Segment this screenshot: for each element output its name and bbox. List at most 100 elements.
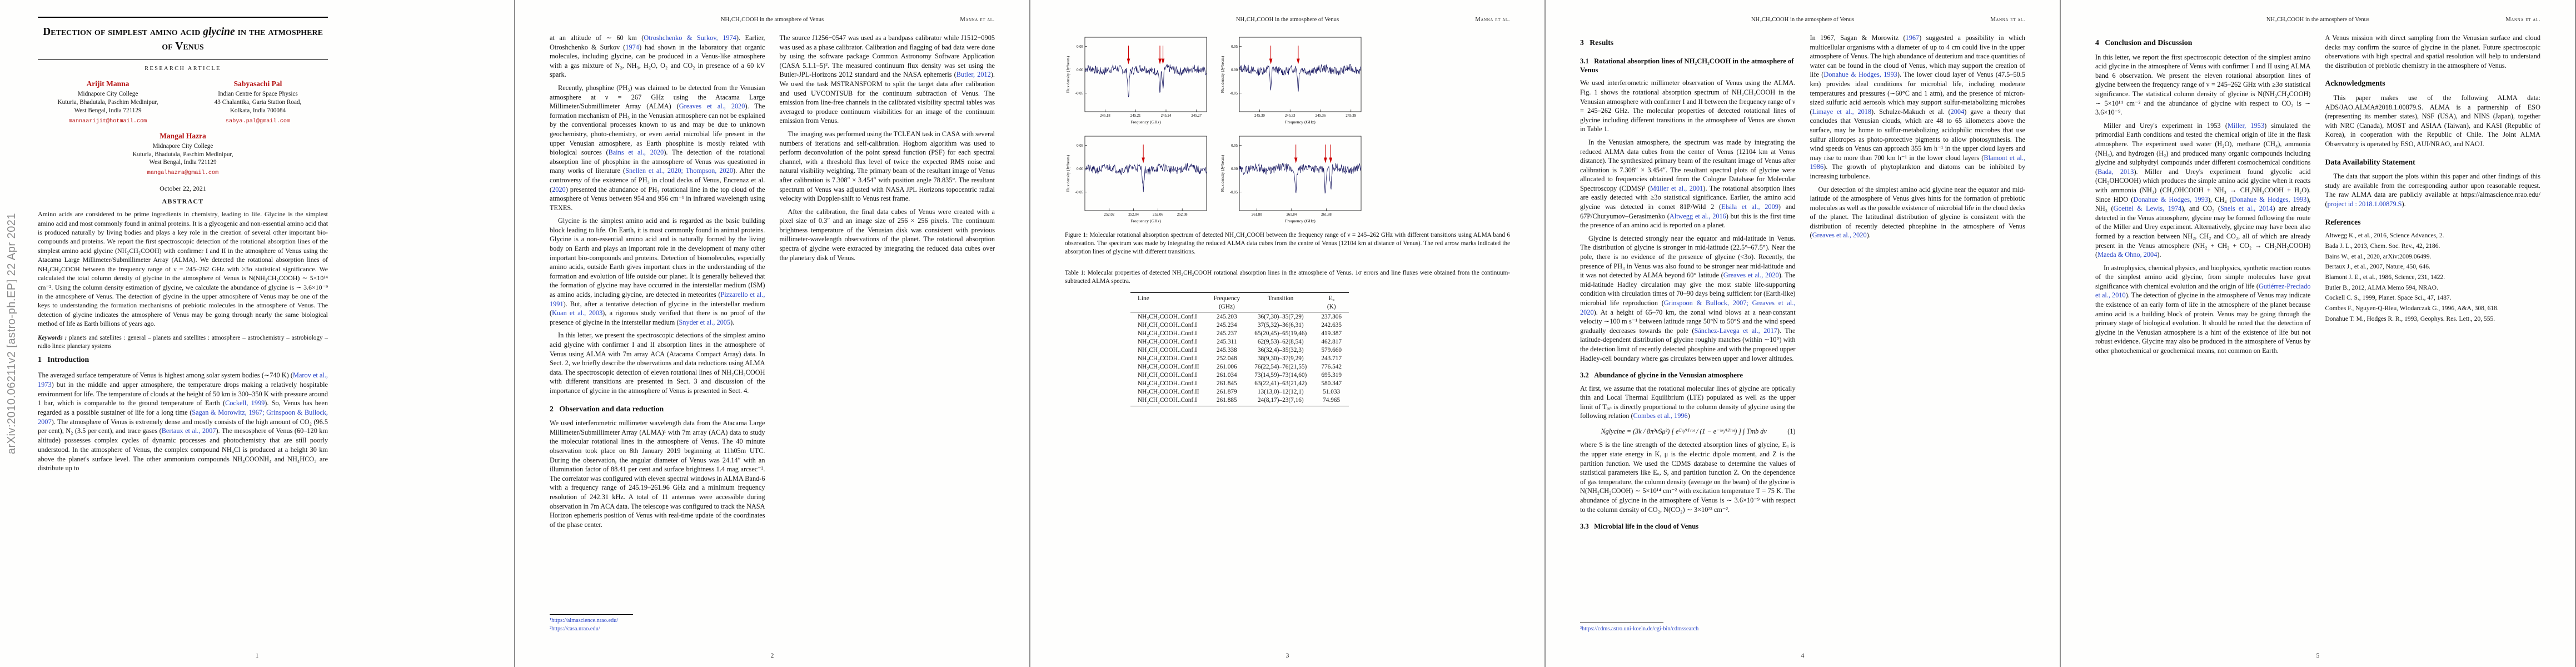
left-column: at an altitude of ∼ 60 km (Otroshchenko … xyxy=(550,33,765,634)
section-heading-introduction: 1 Introduction xyxy=(38,355,89,364)
cell-energy: 74.965 xyxy=(1314,396,1349,406)
footnote-link-cdms[interactable]: ³https://cdms.astro.uni-koeln.de/cgi-bin… xyxy=(1580,626,1699,633)
running-title: NH₂CH₂COOH in the atmosphere of Venus xyxy=(2266,17,2370,23)
table-row: NH₂CH₂COOH..Conf.I 245.234 37(5,32)–36(6,3… xyxy=(1130,321,1349,329)
author-affiliation: Midnapore City College xyxy=(77,91,138,98)
page-number: 2 xyxy=(770,653,774,659)
reference-entry: Blamont J. E., et al., 1986, Science, 23… xyxy=(2325,273,2445,281)
svg-text:252.04: 252.04 xyxy=(1128,213,1139,217)
cell-frequency: 245.203 xyxy=(1216,313,1237,320)
column-header: Line xyxy=(1130,292,1207,303)
cell-transition: 62(9,53)–62(8,54) xyxy=(1257,338,1304,345)
running-author: Manna et al. xyxy=(960,17,995,23)
title-text-post: in the atmosphere of Venus xyxy=(162,26,323,52)
svg-text:261.80: 261.80 xyxy=(1252,213,1262,217)
cell-transition: 76(22,54)–76(21,55) xyxy=(1254,363,1307,370)
table-1-header: Line Frequency Transition Eᵤ (GHz) (K) xyxy=(1130,292,1349,313)
svg-text:0.00: 0.00 xyxy=(1077,68,1083,72)
two-column-body: 4 Conclusion and Discussion In this lett… xyxy=(2095,33,2540,634)
cell-transition: 63(22,41)–63(21,42) xyxy=(1254,380,1307,387)
cell-frequency: 261.006 xyxy=(1216,363,1237,370)
title-page-content: Detection of simplest amino acid glycine… xyxy=(38,17,328,473)
svg-text:245.24: 245.24 xyxy=(1161,114,1172,118)
cell-line: NH₂CH₂COOH..Conf.II xyxy=(1138,363,1199,370)
page-number: 3 xyxy=(1285,653,1289,659)
cell-energy: 462.817 xyxy=(1321,338,1342,345)
table-row: NH₂CH₂COOH..Conf.II 261.879 13(13,0)–12(12… xyxy=(1130,387,1349,396)
cell-frequency: 261.885 xyxy=(1206,396,1248,406)
cell-energy: 579.660 xyxy=(1321,346,1342,354)
author-affiliation: West Bengal, India 721129 xyxy=(74,107,142,115)
cell-line: NH₂CH₂COOH..Conf.I xyxy=(1138,371,1197,379)
svg-text:245.33: 245.33 xyxy=(1285,114,1296,118)
svg-text:0.05: 0.05 xyxy=(1077,45,1083,49)
footnote-link-alma[interactable]: ¹https://almascience.nrao.edu/ xyxy=(550,618,619,624)
footnote-link-casa[interactable]: ²https://casa.nrao.edu/ xyxy=(550,626,600,633)
cell-transition: 65(20,45)–65(19,46) xyxy=(1254,330,1307,337)
svg-text:-0.05: -0.05 xyxy=(1075,191,1084,195)
paragraph: at an altitude of ∼ 60 km (Otroshchenko … xyxy=(550,34,765,79)
svg-text:-0.05: -0.05 xyxy=(1230,92,1238,96)
section-heading-data-availability: Data Availability Statement xyxy=(2325,157,2415,166)
svg-text:Flux density (Jy/beam): Flux density (Jy/beam) xyxy=(1220,56,1225,93)
reference-entry: Bains W., et al., 2020, arXiv:2009.06499… xyxy=(2325,253,2431,260)
cell-transition: 37(5,32)–36(6,31) xyxy=(1257,321,1304,328)
section-heading-observation: 2 Observation and data reduction xyxy=(550,404,664,413)
column-header: Transition xyxy=(1247,292,1314,303)
paragraph: where S is the line strength of the dete… xyxy=(1580,441,1796,514)
keywords-line: Keywords : planets and satellites : gene… xyxy=(38,334,328,351)
svg-text:Frequency (GHz): Frequency (GHz) xyxy=(1285,120,1316,125)
page-4: NH₂CH₂COOH in the atmosphere of Venus Ma… xyxy=(1546,0,2060,667)
svg-text:0.05: 0.05 xyxy=(1077,144,1083,148)
subsection-heading-3-3: 3.3 Microbial life in the cloud of Venus xyxy=(1580,522,1699,531)
two-column-body: 3 Results 3.1 Rotational absorption line… xyxy=(1580,33,2025,634)
column-subheader: (K) xyxy=(1314,302,1349,313)
cell-line: NH₂CH₂COOH..Conf.I xyxy=(1138,321,1197,328)
table-row: NH₂CH₂COOH..Conf.I 245.311 62(9,53)–62(8,5… xyxy=(1130,337,1349,346)
svg-text:252.06: 252.06 xyxy=(1153,213,1163,217)
svg-text:0.00: 0.00 xyxy=(1231,68,1238,72)
running-author: Manna et al. xyxy=(1990,17,2025,23)
column-subheader: (GHz) xyxy=(1206,302,1248,313)
table-row: NH₂CH₂COOH..Conf.I 245.237 65(20,45)–65(19… xyxy=(1130,329,1349,337)
svg-text:261.84: 261.84 xyxy=(1287,213,1297,217)
authors-row: Arijit Manna Midnapore City College Kutu… xyxy=(38,79,328,125)
cell-frequency: 245.311 xyxy=(1217,338,1237,345)
cell-line: NH₂CH₂COOH..Conf.I xyxy=(1138,338,1197,345)
page-number: 1 xyxy=(255,653,259,659)
cell-line: NH₂CH₂COOH..Conf.I xyxy=(1138,380,1197,387)
svg-text:0.05: 0.05 xyxy=(1231,45,1238,49)
reference-entry: Altwegg K., et al., 2016, Science Advanc… xyxy=(2325,232,2444,240)
author-affiliation: Kuturia, Bhadutala, Paschim Medinipur, xyxy=(57,99,158,106)
running-header: NH₂CH₂COOH in the atmosphere of Venus Ma… xyxy=(1065,17,1510,24)
section-heading-results: 3 Results xyxy=(1580,38,1614,47)
cell-frequency: 261.845 xyxy=(1216,380,1237,387)
author-affiliation: Kuturia, Bhadutala, Paschim Medinipur, xyxy=(132,151,233,158)
table-row: NH₂CH₂COOH..Conf.I 261.885 24(8,17)–23(7,1… xyxy=(1130,396,1349,406)
author-affiliation: West Bengal, India 721129 xyxy=(149,159,217,166)
cell-line: NH₂CH₂COOH..Conf.I xyxy=(1138,313,1197,320)
cell-line: NH₂CH₂COOH..Conf.II xyxy=(1138,388,1199,395)
reference-entry: Bada J. L., 2013, Chem. Soc. Rev., 42, 2… xyxy=(2325,242,2440,250)
paper-title: Detection of simplest amino acid glycine… xyxy=(40,25,326,53)
equation-number: (1) xyxy=(1787,427,1796,435)
svg-text:245.18: 245.18 xyxy=(1100,114,1110,118)
figure-1-caption: Figure 1: Molecular rotational absorptio… xyxy=(1065,232,1510,256)
spectrum-panel-3: 252.02 252.04 252.06 252.08 -0.05 0.00 0.05 Fre… xyxy=(1065,132,1210,226)
page-number: 4 xyxy=(1801,653,1805,659)
cell-line: NH₂CH₂COOH..Conf.I xyxy=(1138,330,1197,337)
article-type-label: Research article xyxy=(145,66,221,72)
svg-text:Frequency (GHz): Frequency (GHz) xyxy=(1130,218,1161,223)
paragraph: Our detection of the simplest amino acid… xyxy=(1810,185,2026,240)
author-name: Arijit Manna xyxy=(86,79,129,88)
author-affiliation: Kolkata, India 700084 xyxy=(230,107,286,115)
author-email-link[interactable]: sabya.pal@gmail.com xyxy=(225,118,291,125)
author-affiliation: Indian Centre for Space Physics xyxy=(218,91,298,98)
reference-entry: Combes F., Nguyen-Q-Rieu, Wlodarczak G.,… xyxy=(2325,305,2499,312)
svg-text:Frequency (GHz): Frequency (GHz) xyxy=(1130,120,1161,125)
column-header: Frequency xyxy=(1206,292,1248,303)
paragraph: After the calibration, the final data cu… xyxy=(779,207,995,262)
abstract-text: Amino acids are considered to be prime i… xyxy=(38,210,328,328)
author-email-link[interactable]: mannaarijit@hotmail.com xyxy=(68,118,147,125)
author-email-link[interactable]: mangalhazra@gmail.com xyxy=(147,170,219,177)
